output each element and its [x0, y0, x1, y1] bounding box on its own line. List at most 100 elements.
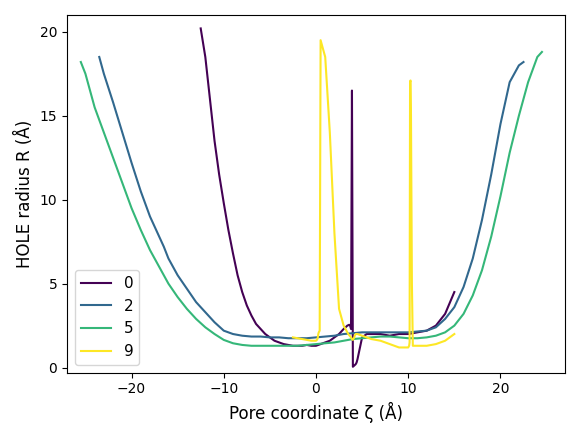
2: [405, 330, 412, 335]
0: [346, 322, 353, 328]
2: [386, 330, 393, 335]
9: [315, 332, 322, 337]
9: [345, 332, 351, 337]
2: [516, 63, 523, 68]
2: [460, 284, 467, 290]
2: [276, 335, 282, 340]
9: [289, 335, 296, 340]
5: [358, 336, 365, 341]
9: [336, 306, 343, 311]
0: [349, 364, 356, 369]
Line: 5: 5: [81, 52, 542, 346]
2: [285, 336, 292, 341]
2: [349, 331, 356, 336]
9: [314, 335, 321, 340]
2: [266, 335, 273, 340]
9: [433, 342, 440, 347]
9: [350, 336, 357, 342]
2: [469, 256, 476, 261]
9: [408, 113, 415, 118]
2: [368, 330, 375, 335]
9: [313, 338, 320, 343]
9: [358, 333, 365, 338]
2: [396, 330, 403, 335]
9: [303, 337, 310, 343]
9: [313, 337, 320, 343]
2: [100, 71, 107, 76]
2: [202, 310, 209, 315]
2: [220, 328, 227, 333]
2: [155, 234, 162, 239]
9: [368, 336, 375, 342]
9: [407, 78, 414, 83]
2: [137, 189, 144, 194]
9: [294, 336, 301, 341]
9: [409, 343, 416, 348]
5: [349, 336, 356, 342]
9: [377, 338, 384, 343]
2: [506, 80, 513, 85]
2: [174, 272, 181, 278]
9: [386, 342, 393, 347]
2: [358, 330, 365, 335]
0: [202, 54, 209, 60]
2: [248, 334, 255, 339]
2: [239, 333, 246, 338]
9: [405, 343, 412, 348]
9: [327, 130, 333, 135]
0: [340, 326, 347, 332]
Legend: 0, 2, 5, 9: 0, 2, 5, 9: [75, 270, 139, 365]
5: [538, 49, 545, 55]
9: [396, 345, 403, 350]
9: [351, 333, 358, 338]
2: [340, 332, 347, 337]
2: [433, 325, 440, 330]
9: [451, 332, 458, 337]
2: [520, 60, 527, 65]
9: [316, 330, 322, 335]
2: [423, 328, 430, 333]
9: [407, 80, 414, 85]
2: [96, 54, 103, 60]
9: [308, 338, 315, 343]
9: [331, 231, 338, 236]
5: [377, 334, 384, 339]
5: [77, 60, 84, 65]
9: [408, 281, 415, 286]
2: [313, 335, 320, 340]
2: [257, 334, 264, 339]
Line: 0: 0: [201, 28, 454, 367]
2: [322, 334, 329, 339]
Y-axis label: HOLE radius R (Å): HOLE radius R (Å): [15, 120, 34, 268]
2: [478, 217, 485, 223]
9: [406, 340, 413, 345]
2: [147, 214, 154, 219]
9: [314, 336, 321, 342]
0: [197, 26, 204, 31]
2: [488, 172, 495, 177]
2: [165, 256, 172, 261]
5: [441, 330, 448, 335]
9: [317, 38, 324, 43]
9: [363, 335, 370, 340]
9: [354, 332, 361, 337]
9: [340, 323, 347, 328]
9: [322, 54, 329, 60]
5: [497, 194, 504, 199]
2: [128, 160, 135, 166]
2: [294, 336, 301, 341]
2: [211, 320, 218, 325]
X-axis label: Pore coordinate ζ (Å): Pore coordinate ζ (Å): [229, 402, 403, 423]
2: [303, 336, 310, 341]
0: [354, 357, 361, 362]
2: [377, 330, 384, 335]
9: [349, 336, 356, 342]
0: [347, 326, 354, 332]
9: [408, 197, 415, 202]
0: [451, 290, 458, 295]
2: [414, 329, 421, 334]
2: [331, 333, 338, 338]
9: [414, 343, 421, 348]
9: [347, 335, 354, 340]
5: [193, 316, 200, 321]
